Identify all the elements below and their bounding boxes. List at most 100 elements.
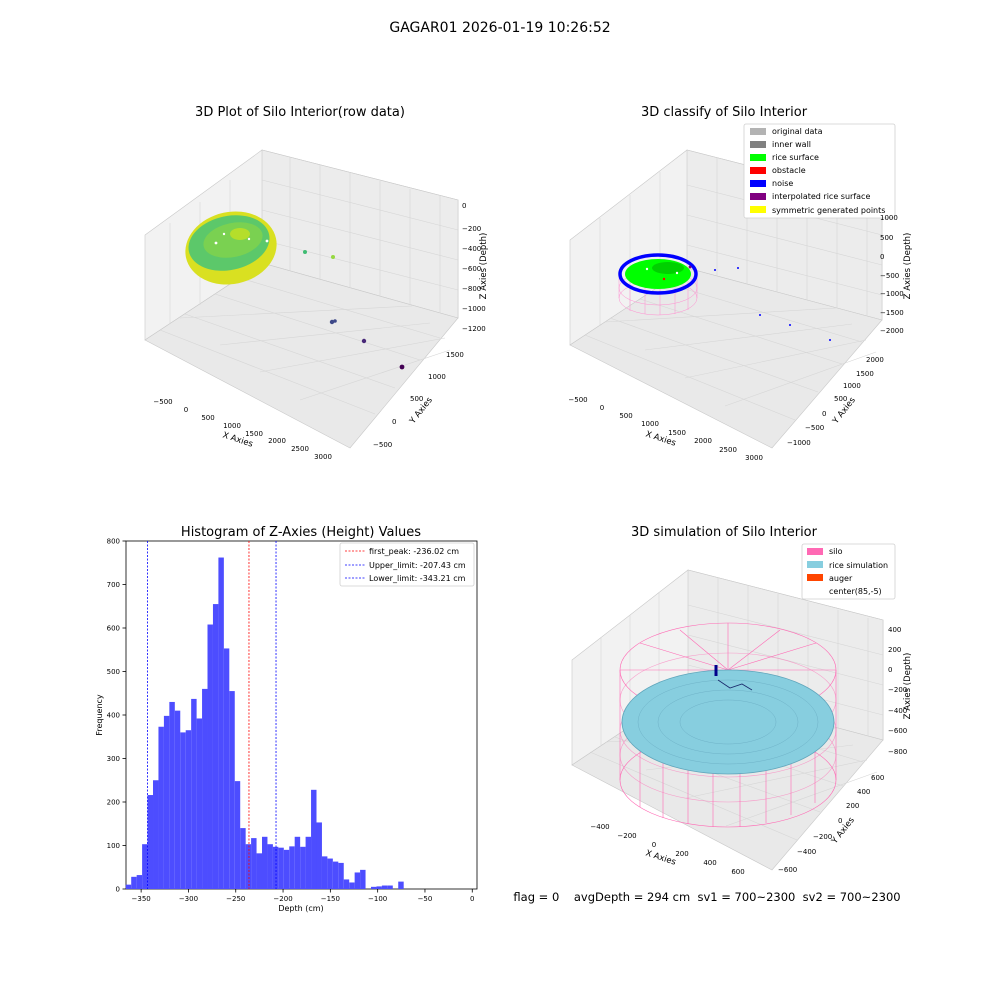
- legend-label: auger: [829, 574, 853, 583]
- panel-classify-3d: 3D classify of Silo Interior: [568, 105, 913, 462]
- raw-x-tick: 500: [201, 414, 214, 422]
- sim-x-tick: 0: [652, 841, 656, 849]
- hist-bar: [289, 846, 295, 889]
- legend-label: center(85,-5): [829, 587, 882, 596]
- hist-bar: [212, 604, 219, 889]
- status-footer: flag = 0 avgDepth = 294 cm sv1 = 700~230…: [513, 890, 900, 904]
- hist-bar: [142, 844, 148, 889]
- raw-z-tick: −1000: [462, 305, 486, 313]
- sim-y-tick: −400: [797, 848, 816, 856]
- sim-z-label: Z Axies (Depth): [903, 653, 913, 720]
- hist-bar: [327, 858, 333, 889]
- hist-y-tick-label: 100: [107, 842, 120, 850]
- panel-raw-axes-box: [144, 149, 459, 449]
- panel-raw-ticks: −500 0 500 1000 1500 2000 2500 3000 −500…: [153, 202, 485, 461]
- hist-bar: [240, 828, 246, 889]
- hist-bar: [343, 879, 350, 889]
- hist-bar: [234, 781, 241, 889]
- classify-z-label: Z Axies (Depth): [903, 233, 913, 300]
- sim-title: 3D simulation of Silo Interior: [631, 525, 818, 540]
- raw-x-tick: 1000: [223, 422, 241, 430]
- hist-y-tick-label: 400: [107, 712, 120, 720]
- hist-x-tick-label: 0: [470, 895, 474, 903]
- legend-label: Lower_limit: -343.21 cm: [369, 574, 466, 583]
- classify-y-tick: 2000: [866, 356, 884, 364]
- hist-bar: [147, 795, 154, 889]
- panel-simulation-ticks: −400 −200 0 200 400 600 −600 −400 −200 0…: [590, 626, 907, 876]
- hist-y-tick-label: 700: [107, 581, 120, 589]
- legend-label: original data: [772, 127, 823, 136]
- raw-z-tick: −1200: [462, 325, 486, 333]
- classify-x-tick: 1000: [641, 420, 659, 428]
- hist-bar: [300, 846, 306, 889]
- hist-bar: [381, 885, 388, 889]
- hist-x-tick-label: −300: [179, 895, 198, 903]
- panel-raw-3d: 3D Plot of Silo Interior(row data): [144, 105, 489, 461]
- raw-x-tick: 1500: [245, 430, 263, 438]
- sim-z-tick: −400: [888, 707, 907, 715]
- hist-bar: [245, 844, 252, 889]
- legend-label: first_peak: -236.02 cm: [369, 547, 459, 556]
- hist-bar: [370, 886, 377, 889]
- raw-z-tick: −600: [462, 265, 481, 273]
- hist-x-tick-label: −200: [273, 895, 292, 903]
- hist-bar: [376, 886, 382, 889]
- legend-label: obstacle: [772, 166, 806, 175]
- raw-y-tick: 500: [410, 395, 423, 403]
- legend-label: silo: [829, 547, 843, 556]
- hist-bar: [305, 836, 312, 889]
- hist-bar: [398, 881, 404, 889]
- hist-bar: [125, 884, 132, 889]
- hist-bar: [256, 853, 263, 889]
- hist-bar: [185, 730, 192, 889]
- hist-bar: [316, 822, 322, 889]
- classify-x-tick: 0: [600, 404, 604, 412]
- classify-y-tick: −1000: [787, 439, 811, 447]
- classify-x-tick: −500: [568, 396, 587, 404]
- hist-y-label: Frequency: [95, 694, 104, 736]
- sim-z-tick: 0: [888, 666, 892, 674]
- hist-bar: [338, 862, 344, 889]
- panel-simulation-3d: 3D simulation of Silo Interior: [571, 525, 913, 876]
- raw-z-label: Z Axies (Depth): [479, 233, 489, 300]
- hist-bar: [262, 836, 268, 889]
- classify-x-tick: 2500: [719, 446, 737, 454]
- sim-z-tick: 200: [888, 646, 901, 654]
- hist-bar: [294, 836, 301, 889]
- sim-y-tick: 200: [846, 802, 859, 810]
- hist-bar: [202, 688, 208, 889]
- hist-bar: [207, 624, 213, 889]
- panel-raw-title: 3D Plot of Silo Interior(row data): [195, 105, 405, 120]
- hist-bar: [196, 718, 203, 889]
- hist-y-tick-label: 600: [107, 625, 120, 633]
- sim-y-tick: −200: [813, 833, 832, 841]
- sim-y-tick: 400: [857, 788, 870, 796]
- raw-y-tick: −500: [373, 441, 392, 449]
- sim-x-tick: 200: [675, 850, 688, 858]
- figure-suptitle: GAGAR01 2026-01-19 10:26:52: [389, 20, 610, 36]
- hist-bar: [153, 780, 159, 889]
- hist-bar: [387, 885, 393, 889]
- classify-y-tick: −500: [805, 424, 824, 432]
- hist-bar: [349, 882, 355, 889]
- hist-bar: [163, 715, 170, 889]
- legend-label: noise: [772, 179, 793, 188]
- hist-x-tick-label: −150: [321, 895, 340, 903]
- sim-y-tick: 600: [871, 774, 884, 782]
- hist-y-tick-label: 500: [107, 668, 120, 676]
- legend-label: symmetric generated points: [772, 206, 885, 215]
- panel-raw-point-cloud: [185, 211, 405, 370]
- hist-bars: [125, 557, 404, 889]
- hist-x-ticks: −350 −300 −250 −200 −150 −100 −50 0: [132, 889, 475, 903]
- raw-y-tick: 1500: [446, 351, 464, 359]
- sim-z-tick: −200: [888, 686, 907, 694]
- raw-x-tick: −500: [153, 398, 172, 406]
- hist-bar: [223, 648, 230, 889]
- raw-x-tick: 2000: [268, 437, 286, 445]
- classify-x-tick: 1500: [668, 429, 686, 437]
- hist-bar: [218, 557, 224, 889]
- hist-bar: [229, 691, 235, 889]
- classify-y-tick: 500: [834, 395, 847, 403]
- raw-z-tick: −800: [462, 285, 481, 293]
